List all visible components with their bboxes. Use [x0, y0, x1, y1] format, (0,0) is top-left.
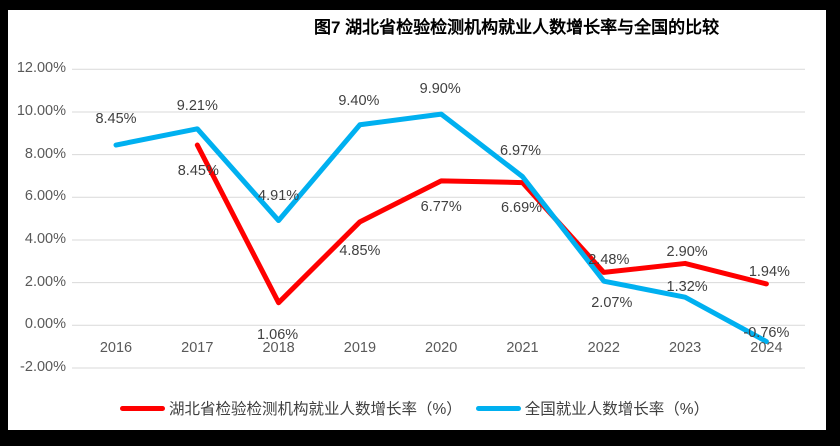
chart-title: 图7 湖北省检验检测机构就业人数增长率与全国的比较: [314, 18, 720, 37]
data-label-series1: 9.40%: [338, 92, 380, 109]
x-axis-category-label: 2018: [262, 340, 295, 356]
y-axis-tick-label: -2.00%: [20, 358, 66, 375]
y-axis-tick-label: 2.00%: [24, 273, 66, 290]
y-axis-tick-label: 8.00%: [24, 145, 66, 162]
data-label-series1: 6.97%: [499, 142, 542, 159]
data-label-series0: 8.45%: [177, 163, 219, 180]
data-label-series1: 8.45%: [95, 111, 137, 128]
data-label-series0: 6.77%: [420, 198, 462, 215]
legend-label-hubei: 湖北省检验检测机构就业人数增长率（%）: [169, 401, 462, 418]
series-line-0: [194, 142, 769, 306]
data-label-series0: 6.69%: [500, 199, 543, 216]
x-axis-category-label: 2016: [99, 340, 133, 356]
legend: 湖北省检验检测机构就业人数增长率（%） 全国就业人数增长率（%）: [120, 398, 709, 418]
x-axis-category-label: 2017: [181, 340, 214, 356]
data-label-series1: -0.76%: [743, 324, 790, 341]
legend-swatch-national-line: [475, 405, 521, 411]
y-axis-tick-label: 12.00%: [16, 60, 66, 77]
data-label-series0: 2.90%: [666, 244, 708, 261]
x-axis-category-label: 2022: [587, 340, 620, 356]
data-label-series1: 2.07%: [591, 295, 633, 312]
y-axis-tick-label: 10.00%: [16, 102, 66, 119]
data-label-series0: 2.48%: [588, 252, 630, 269]
series-line-1: [113, 111, 769, 345]
x-axis-category-label: 2020: [425, 340, 458, 356]
data-label-series1: 1.32%: [666, 279, 708, 296]
x-axis-category-label: 2024: [750, 340, 783, 356]
data-label-series0: 4.85%: [339, 242, 381, 259]
data-label-series0: 1.94%: [748, 263, 790, 280]
y-axis-tick-label: 0.00%: [24, 316, 66, 333]
data-label-series1: 4.91%: [258, 187, 300, 204]
y-axis-tick-label: 6.00%: [24, 188, 66, 205]
x-axis-category-label: 2021: [506, 340, 539, 356]
legend-label-national: 全国就业人数增长率（%）: [524, 401, 710, 418]
x-axis-category-label: 2019: [343, 340, 377, 356]
x-axis-category-label: 2023: [668, 340, 702, 356]
data-label-series1: 9.90%: [419, 81, 461, 98]
legend-swatch-hubei-line: [120, 405, 165, 411]
data-label-series1: 9.21%: [176, 97, 218, 114]
data-label-series0: 1.06%: [257, 326, 299, 343]
y-axis-tick-label: 4.00%: [24, 230, 66, 247]
